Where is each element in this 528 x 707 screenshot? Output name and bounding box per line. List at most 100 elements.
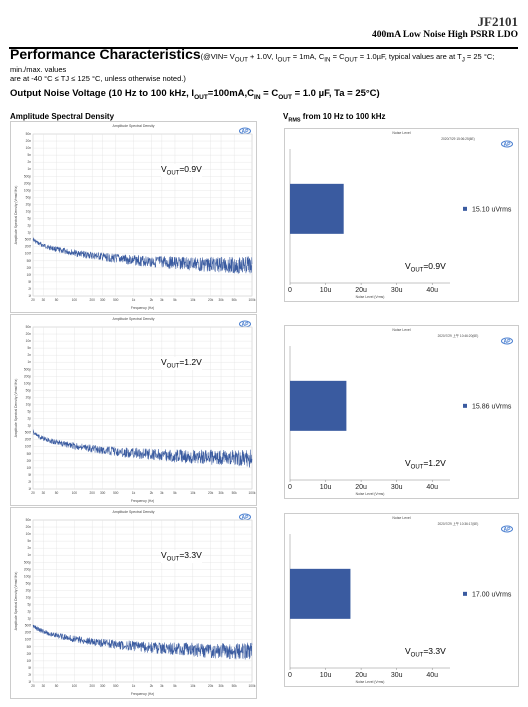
x-tick-label: 30u [391, 484, 403, 491]
x-tick-label: 20k [208, 298, 214, 302]
y-tick-label: 5p [27, 217, 31, 221]
cond-text: = 25 °C; min./max. values [10, 52, 495, 74]
asd-column-label: Amplitude Spectral Density [10, 112, 115, 121]
section-title: Output Noise Voltage (10 Hz to 100 kHz, … [10, 88, 380, 101]
asd-chart-title: Amplitude Spectral Density [112, 317, 154, 321]
y-tick-label: 5p [27, 410, 31, 414]
vout-annotation: VOUT=1.2V [161, 357, 202, 370]
y-tick-label: 20n [26, 139, 32, 143]
asd-chart: Amplitude Spectral Density AP 20 30 50 100 200… [10, 507, 257, 699]
y-tick-label: 5n [27, 346, 31, 350]
x-tick-label: 0 [288, 672, 292, 679]
x-tick-label: 1k [132, 684, 136, 688]
y-tick-label: 20n [26, 332, 32, 336]
noise-level-chart: Noise Level 2020/7/29 上午 10:36:17(6E) AP 0 1… [284, 513, 519, 687]
asd-plot-area [32, 326, 253, 490]
legend-swatch [463, 591, 467, 596]
x-tick-label: 20k [208, 491, 214, 495]
noise-level-value: 15.10 uVrms [472, 206, 512, 213]
x-tick-label: 20 [31, 298, 35, 302]
y-tick-label: 100f [25, 252, 31, 256]
y-axis-label: Amplitude Spectral Density (Vrms/√Hz) [14, 572, 18, 631]
x-tick-label: 10k [190, 684, 196, 688]
y-axis-label: Amplitude Spectral Density (Vrms/√Hz) [14, 379, 18, 438]
y-tick-label: 50f [27, 259, 32, 263]
x-tick-label: 20k [208, 684, 214, 688]
y-tick-label: 1f [28, 487, 31, 491]
asd-chart-title: Amplitude Spectral Density [112, 124, 154, 128]
x-tick-label: 20 [31, 491, 35, 495]
y-tick-label: 2p [27, 417, 31, 421]
y-tick-label: 10f [27, 466, 32, 470]
y-tick-label: 10n [26, 339, 32, 343]
part-subtitle: 400mA Low Noise High PSRR LDO [372, 30, 518, 40]
x-tick-label: 100 [72, 298, 78, 302]
y-tick-label: 2f [28, 287, 31, 291]
y-tick-label: 20p [26, 588, 32, 592]
cond-text: = 1mA, C [290, 52, 325, 61]
noise-level-value: 15.86 uVrms [472, 403, 512, 410]
y-tick-label: 500f [25, 238, 31, 242]
vrms-column-label: VRMS from 10 Hz to 100 kHz [283, 112, 386, 124]
x-tick-label: 500 [113, 491, 119, 495]
legend-swatch [463, 206, 467, 211]
cond-text: = C [330, 52, 345, 61]
cond-sub: J [461, 56, 465, 64]
y-axis-label: Amplitude Spectral Density (Vrms/√Hz) [14, 186, 18, 245]
y-tick-label: 1f [28, 294, 31, 298]
y-tick-label: 50n [26, 325, 32, 329]
cond-sub: OUT [344, 56, 358, 64]
section-text: =100mA,C [207, 88, 255, 99]
x-tick-label: 20u [355, 287, 367, 294]
x-tick-label: 100k [249, 491, 256, 495]
x-tick-label: 10u [320, 484, 332, 491]
timestamp: 2020/7/29 上午 10:46:20(6E) [438, 333, 479, 338]
noise-level-bar [290, 380, 347, 431]
x-axis-label: Noise Level (Vrms) [356, 295, 385, 299]
y-tick-label: 50n [26, 132, 32, 136]
x-axis-label: Frequency (Hz) [131, 306, 154, 310]
y-tick-label: 10f [27, 273, 32, 277]
y-tick-label: 200p [24, 374, 31, 378]
y-tick-label: 5f [28, 280, 31, 284]
vout-annotation: VOUT=3.3V [161, 550, 202, 563]
x-tick-label: 30k [218, 491, 224, 495]
y-tick-label: 1p [27, 424, 31, 428]
x-tick-label: 0 [288, 484, 292, 491]
y-tick-label: 500p [24, 174, 31, 178]
x-tick-label: 5k [173, 298, 177, 302]
cond-sub: OUT [234, 56, 248, 64]
section-sub: OUT [194, 93, 208, 101]
x-tick-label: 5k [173, 491, 177, 495]
ap-logo-icon: AP [501, 337, 513, 345]
asd-chart: Amplitude Spectral Density AP 20 30 50 100 200… [10, 121, 257, 313]
performance-title: Performance Characteristics [10, 46, 201, 62]
x-tick-label: 40u [426, 672, 438, 679]
noise-level-bar [290, 183, 344, 234]
x-tick-label: 20u [355, 672, 367, 679]
y-tick-label: 2f [28, 480, 31, 484]
y-tick-label: 200f [25, 438, 31, 442]
y-tick-label: 5p [27, 603, 31, 607]
x-tick-label: 2k [150, 684, 154, 688]
y-tick-label: 20p [26, 395, 32, 399]
x-tick-label: 10k [190, 491, 196, 495]
noise-level-value: 17.00 uVrms [472, 591, 512, 598]
y-tick-label: 2f [28, 673, 31, 677]
x-tick-label: 50k [232, 491, 238, 495]
x-tick-label: 10k [190, 298, 196, 302]
timestamp: 2020/7/29 15:06:25(6E) [441, 137, 475, 141]
y-tick-label: 1p [27, 617, 31, 621]
x-tick-label: 100k [249, 684, 256, 688]
y-tick-label: 10n [26, 532, 32, 536]
y-tick-label: 200p [24, 567, 31, 571]
x-tick-label: 300 [100, 491, 106, 495]
y-tick-label: 20f [27, 459, 32, 463]
header-rule [9, 47, 518, 49]
timestamp: 2020/7/29 上午 10:36:17(6E) [438, 521, 479, 526]
x-tick-label: 200 [90, 491, 96, 495]
noise-level-svg: Noise Level 2020/7/29 上午 10:46:20(6E) AP 0 1… [288, 328, 513, 496]
y-tick-label: 500f [25, 431, 31, 435]
x-tick-label: 500 [113, 684, 119, 688]
asd-chart-svg: Amplitude Spectral Density AP 20 30 50 100 200… [14, 317, 256, 503]
